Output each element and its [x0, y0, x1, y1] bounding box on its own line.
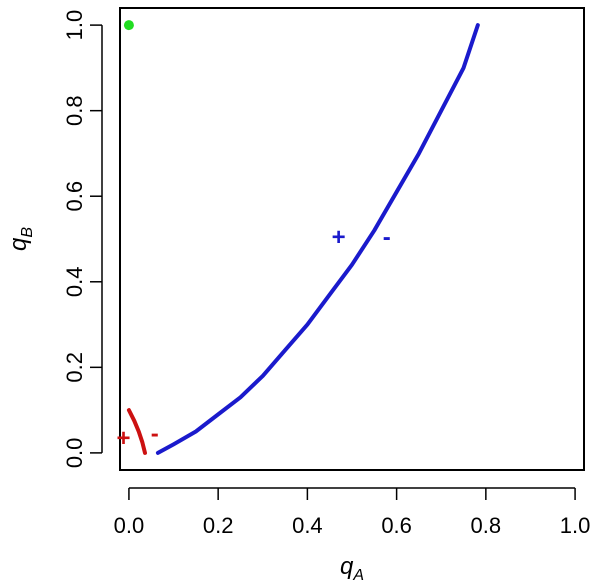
plot-frame	[119, 7, 585, 471]
minus-sign-label: -	[383, 224, 391, 251]
x-tick-label: 1.0	[560, 513, 590, 538]
x-axis: 0.0 0.2 0.4 0.6 0.8 1.0	[114, 487, 590, 538]
minus-sign-label: -	[151, 421, 159, 448]
series-layer	[123, 20, 480, 455]
plus-sign-label: +	[332, 224, 346, 251]
x-tick-label: 0.0	[114, 513, 145, 538]
x-tick-label: 0.4	[292, 513, 323, 538]
x-tick-label: 0.2	[203, 513, 234, 538]
y-axis-label: qB	[5, 227, 36, 251]
y-tick-label: 0.2	[62, 352, 87, 383]
y-axis: 0.0 0.2 0.4 0.6 0.8 1.0	[62, 10, 103, 469]
plus-sign-label: +	[117, 425, 131, 452]
y-tick-label: 0.4	[62, 266, 87, 297]
green-point	[123, 20, 134, 31]
x-axis-label: qA	[340, 553, 364, 582]
x-tick-label: 0.8	[471, 513, 502, 538]
y-tick-label: 0.6	[62, 181, 87, 212]
y-tick-label: 0.8	[62, 95, 87, 126]
x-tick-label: 0.6	[381, 513, 412, 538]
blue-curve	[155, 23, 480, 455]
y-tick-label: 0.0	[62, 438, 87, 469]
annotation-layer: + -+ -	[117, 224, 391, 452]
red-curve	[126, 408, 147, 455]
y-tick-label: 1.0	[62, 10, 87, 41]
